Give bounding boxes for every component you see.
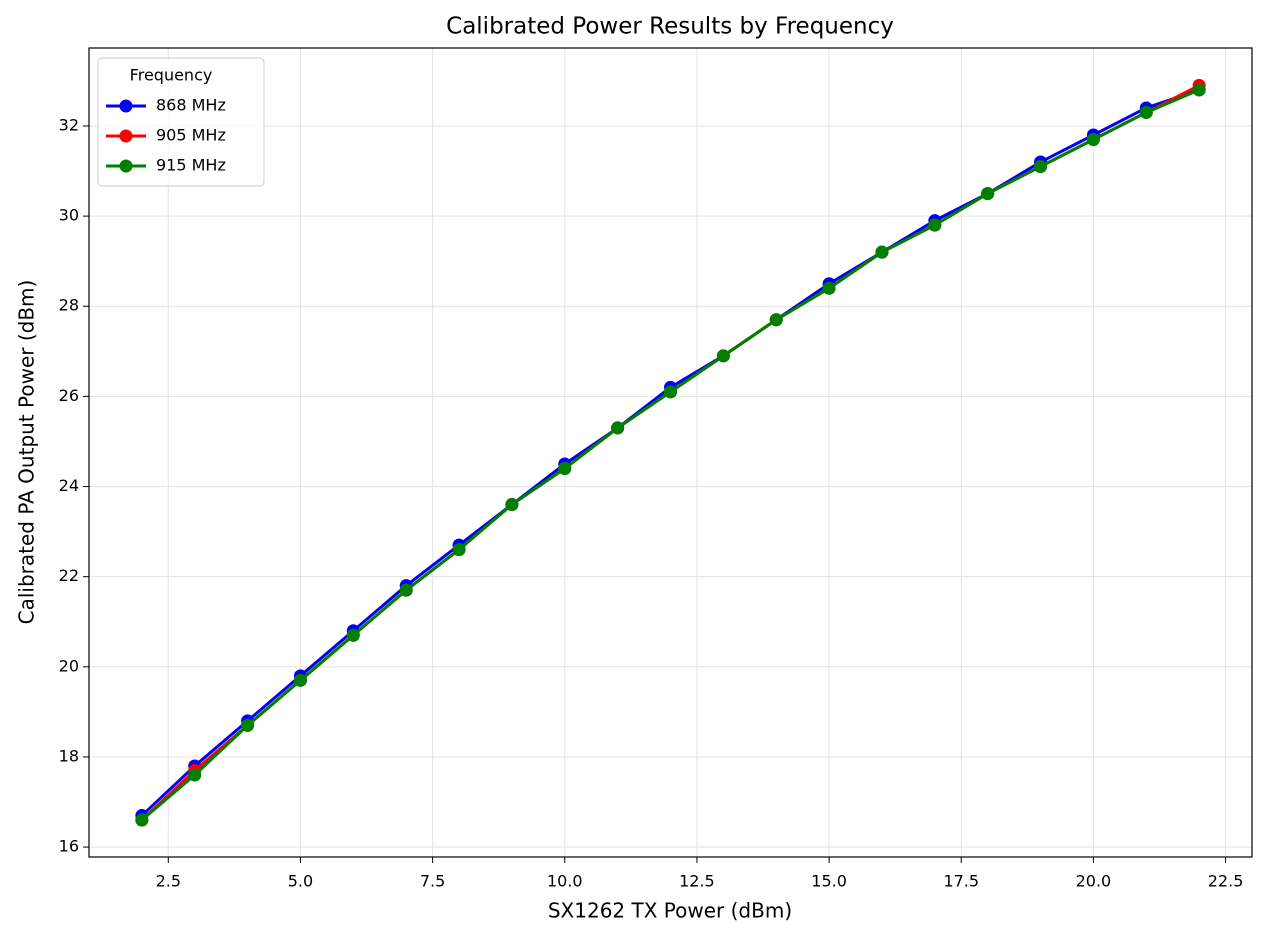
x-tick-label: 5.0 <box>288 872 313 891</box>
data-point <box>135 813 149 827</box>
data-point <box>293 673 307 687</box>
data-point <box>769 313 783 327</box>
x-tick-label: 2.5 <box>156 872 181 891</box>
data-point <box>1034 160 1048 174</box>
data-point <box>664 385 677 399</box>
data-point <box>1192 83 1206 97</box>
x-tick-label: 17.5 <box>943 872 979 891</box>
data-point <box>875 245 889 259</box>
data-point <box>505 498 519 512</box>
legend-title: Frequency <box>130 66 213 85</box>
data-point <box>399 583 413 597</box>
legend-label: 915 MHz <box>156 156 226 175</box>
x-tick-label: 10.0 <box>547 872 583 891</box>
x-tick-label: 20.0 <box>1076 872 1112 891</box>
data-point <box>611 421 625 435</box>
x-tick-label: 22.5 <box>1208 872 1244 891</box>
data-point <box>1086 132 1100 146</box>
plot-frame <box>88 47 1253 858</box>
legend-label: 868 MHz <box>156 96 226 115</box>
data-point <box>241 718 255 732</box>
legend-marker <box>119 159 133 173</box>
legend-label: 905 MHz <box>156 126 226 145</box>
legend-box <box>97 57 265 187</box>
y-tick-label: 28 <box>59 296 79 315</box>
y-tick-label: 24 <box>59 476 79 495</box>
y-axis-label: Calibrated PA Output Power (dBm) <box>15 280 39 625</box>
x-tick-label: 15.0 <box>811 872 847 891</box>
data-point <box>188 768 202 782</box>
data-point <box>1139 105 1153 119</box>
y-tick-label: 22 <box>59 566 79 585</box>
data-point <box>822 281 836 295</box>
data-point <box>346 628 360 642</box>
x-tick-label: 7.5 <box>420 872 445 891</box>
legend-marker <box>119 99 133 113</box>
chart-title: Calibrated Power Results by Frequency <box>446 14 894 40</box>
y-tick-label: 32 <box>59 115 79 134</box>
y-tick-label: 30 <box>59 206 79 225</box>
data-point <box>928 218 942 232</box>
y-tick-label: 20 <box>59 656 79 675</box>
data-point <box>981 187 995 201</box>
y-tick-label: 26 <box>59 386 79 405</box>
x-axis-label: SX1262 TX Power (dBm) <box>548 899 792 923</box>
data-point <box>452 543 466 557</box>
data-point <box>716 349 730 363</box>
x-tick-label: 12.5 <box>679 872 715 891</box>
y-tick-label: 16 <box>59 837 79 856</box>
legend-marker <box>119 129 133 143</box>
data-point <box>558 461 572 475</box>
y-tick-label: 18 <box>59 746 79 765</box>
